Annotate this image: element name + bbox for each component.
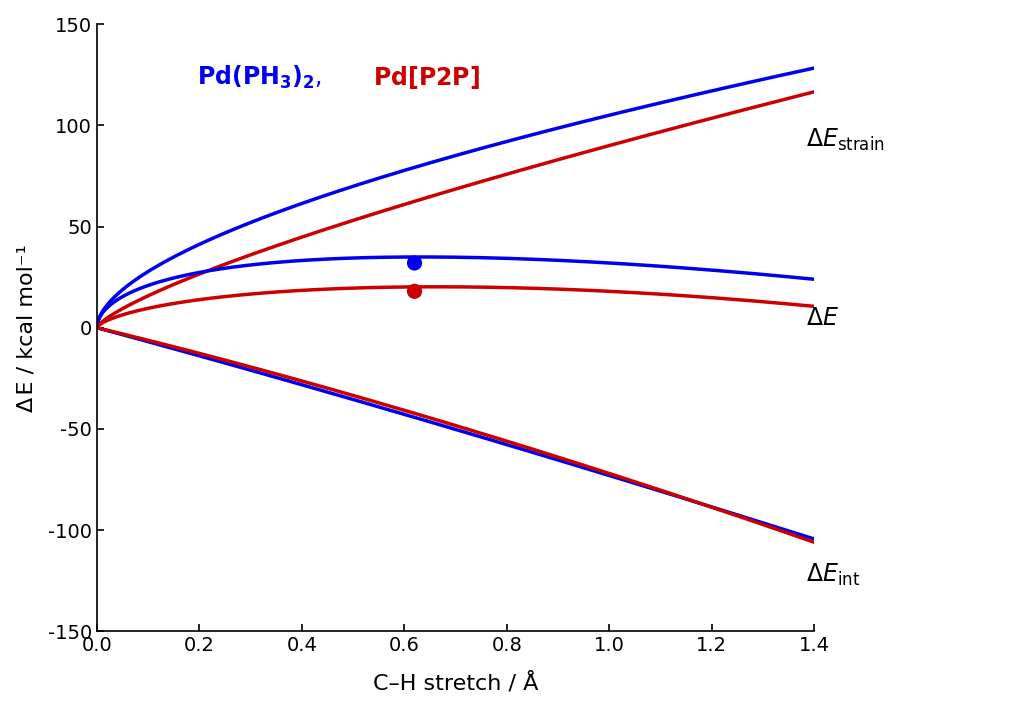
- X-axis label: C–H stretch / Å: C–H stretch / Å: [373, 672, 539, 694]
- Text: $\Delta E$: $\Delta E$: [807, 305, 840, 329]
- Text: $\Delta E_{\rm strain}$: $\Delta E_{\rm strain}$: [807, 126, 886, 153]
- Point: [407, 257, 423, 268]
- Point: [407, 285, 423, 297]
- Text: $\mathbf{Pd(PH_3)_2}$,: $\mathbf{Pd(PH_3)_2}$,: [198, 64, 323, 91]
- Y-axis label: Δ E / kcal mol⁻¹: Δ E / kcal mol⁻¹: [16, 244, 37, 412]
- Text: $\mathbf{Pd[P2P]}$: $\mathbf{Pd[P2P]}$: [373, 64, 480, 91]
- Text: $\Delta E_{\rm int}$: $\Delta E_{\rm int}$: [807, 562, 861, 588]
